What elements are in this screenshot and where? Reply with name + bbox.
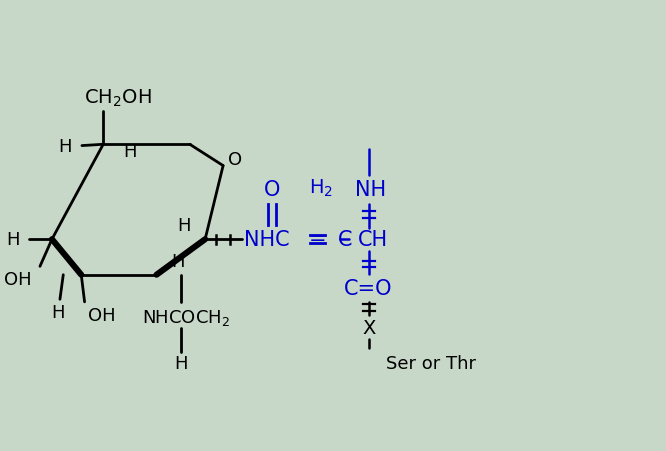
Text: OH: OH [5,271,32,289]
Text: C: C [338,230,353,250]
Text: NHC: NHC [244,230,289,250]
Text: O: O [228,151,242,169]
Text: X: X [362,318,376,337]
Text: OH: OH [88,306,115,324]
Text: CH: CH [358,230,388,250]
Text: C=O: C=O [344,279,392,299]
Text: O: O [264,180,280,200]
Text: NHCOCH$_2$: NHCOCH$_2$ [142,307,230,327]
Text: H: H [177,216,190,235]
Text: H: H [7,231,20,249]
Text: H: H [51,304,65,322]
Text: H: H [59,137,72,155]
Text: =: = [309,228,326,249]
Text: H: H [123,143,137,161]
Text: H: H [171,252,184,270]
Text: CH$_2$OH: CH$_2$OH [84,88,152,109]
Text: NH: NH [356,180,386,200]
Text: Ser or Thr: Ser or Thr [386,354,476,373]
Text: H$_2$: H$_2$ [309,178,333,199]
Text: H: H [174,354,188,373]
